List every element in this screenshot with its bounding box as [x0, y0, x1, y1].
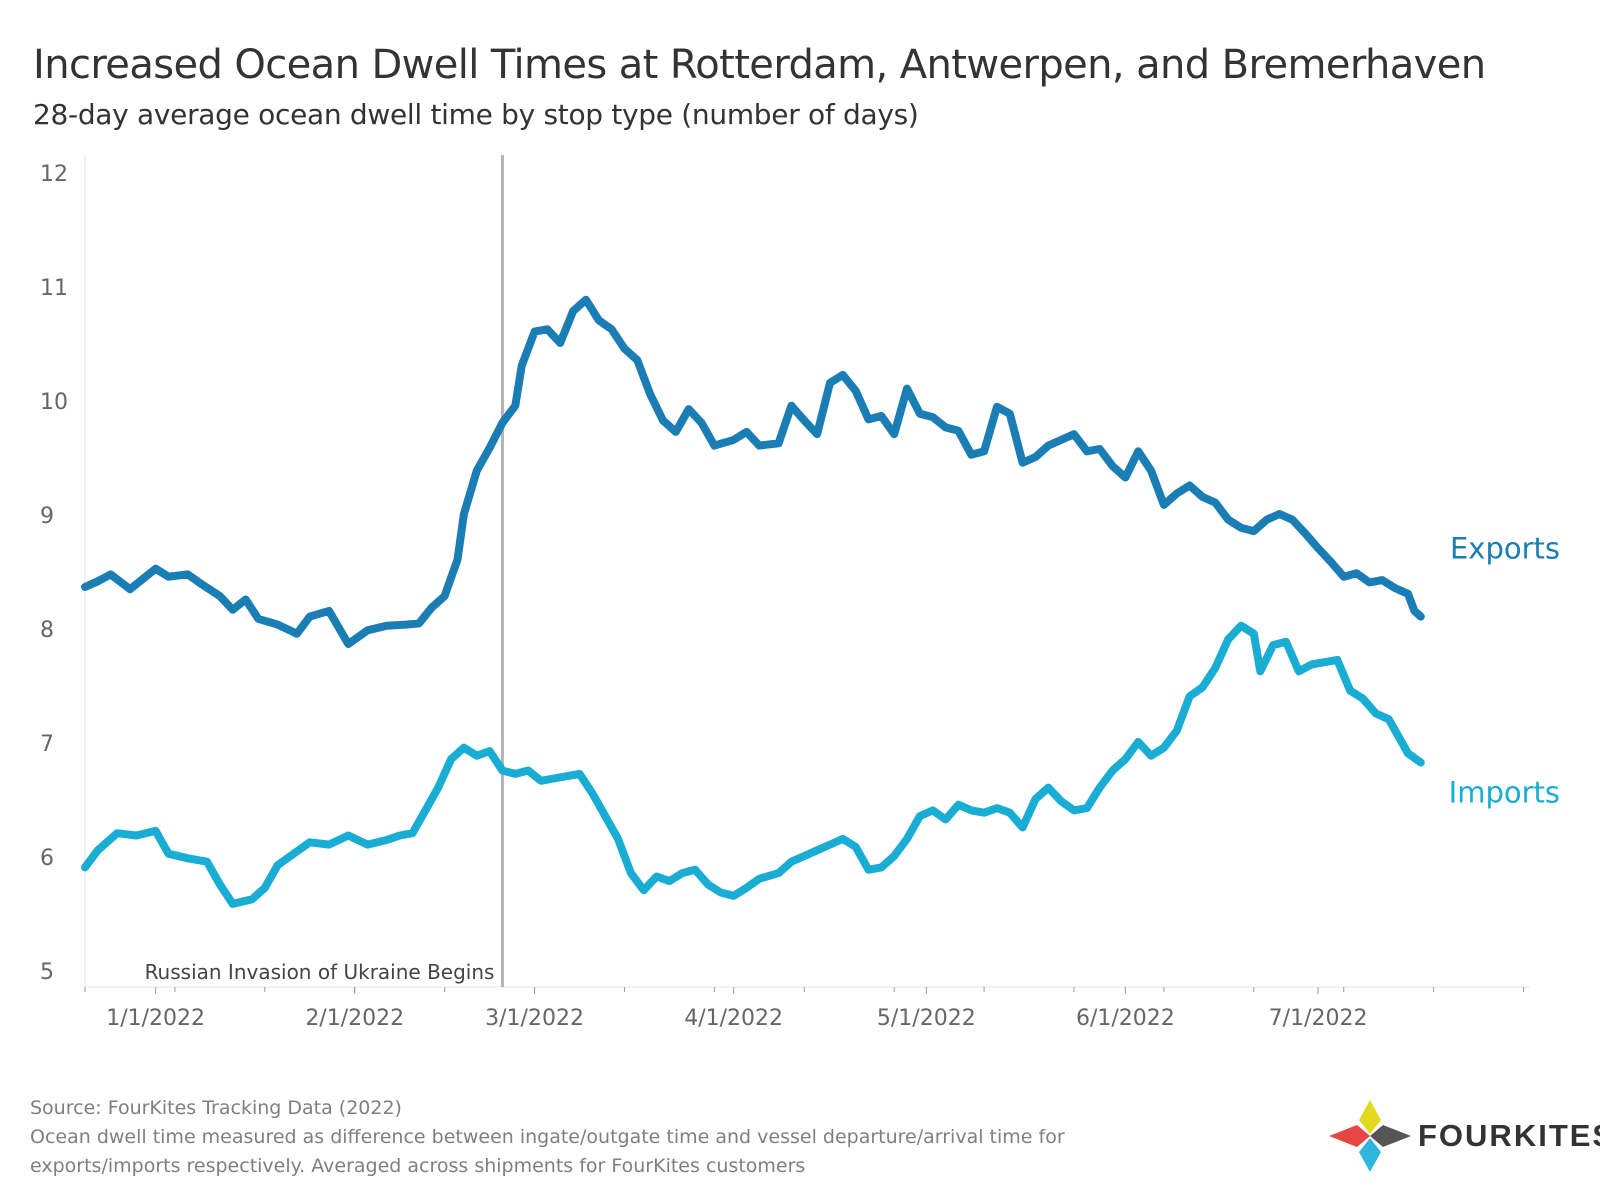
y-tick-label: 9: [40, 504, 54, 529]
method-note-line-1: Ocean dwell time measured as difference …: [30, 1126, 1065, 1148]
y-tick-label: 5: [40, 960, 54, 985]
logo-gray-petal: [1370, 1125, 1411, 1147]
x-tick-label: 2/1/2022: [305, 1006, 404, 1031]
fourkites-logo-mark: [1329, 1100, 1411, 1172]
logo-red-petal: [1329, 1125, 1370, 1147]
series-label-exports: Exports: [1450, 532, 1560, 566]
chart-subtitle: 28-day average ocean dwell time by stop …: [33, 98, 919, 131]
fourkites-logo: FOURKITES: [1325, 1098, 1600, 1174]
y-tick-label: 12: [40, 162, 68, 187]
series-line-exports: [81, 295, 1425, 648]
y-tick-label: 7: [40, 732, 54, 757]
y-tick-label: 8: [40, 618, 54, 643]
x-tick-label: 1/1/2022: [106, 1006, 205, 1031]
dwell-time-line-chart: 5 6 7 8 9 10 11 12 1/1/2022 2/1/2022 3/1/2022 4/1/2…: [40, 155, 1560, 1031]
axes: 5 6 7 8 9 10 11 12 1/1/2022 2/1/2022 3/1/2022 4/1/2…: [40, 155, 1530, 1031]
x-tick-label: 4/1/2022: [684, 1006, 783, 1031]
x-tick-label: 5/1/2022: [877, 1006, 976, 1031]
x-tick-label: 3/1/2022: [485, 1006, 584, 1031]
series-label-imports: Imports: [1449, 776, 1560, 810]
source-line: Source: FourKites Tracking Data (2022): [30, 1097, 402, 1119]
series-line-imports: [81, 621, 1425, 908]
x-tick-label: 7/1/2022: [1269, 1006, 1368, 1031]
logo-yellow-petal: [1359, 1100, 1381, 1134]
logo-wordmark: FOURKITES: [1418, 1118, 1600, 1153]
y-tick-label: 11: [40, 276, 68, 301]
y-tick-label: 6: [40, 846, 54, 871]
source-note: Source: FourKites Tracking Data (2022) O…: [30, 1094, 1065, 1181]
y-tick-label: 10: [40, 390, 68, 415]
invasion-annotation-label: Russian Invasion of Ukraine Begins: [145, 960, 495, 984]
method-note-line-2: exports/imports respectively. Averaged a…: [30, 1155, 806, 1177]
series-lines: Russian Invasion of Ukraine Begins Export…: [81, 155, 1560, 987]
chart-title: Increased Ocean Dwell Times at Rotterdam…: [33, 42, 1486, 88]
x-tick-label: 6/1/2022: [1076, 1006, 1175, 1031]
logo-blue-petal: [1359, 1138, 1381, 1172]
